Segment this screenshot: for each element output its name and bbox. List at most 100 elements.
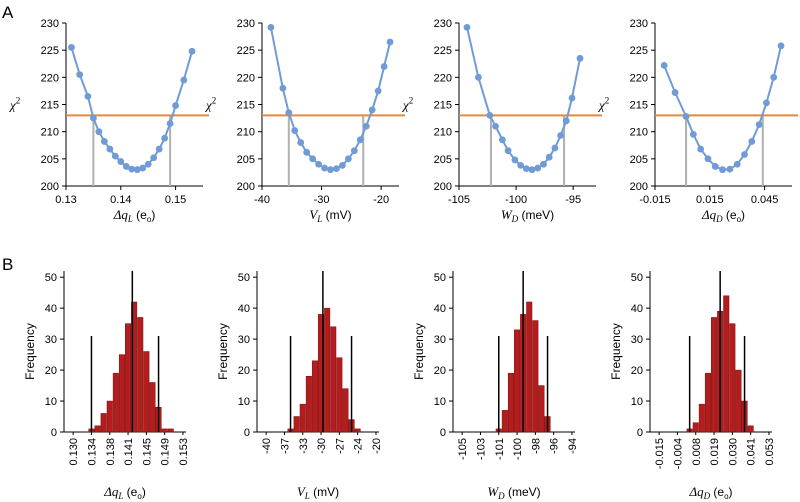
- x-tick-label: -98: [530, 438, 542, 454]
- chi2-data-point: [133, 166, 141, 174]
- chi2-data-point: [339, 161, 346, 169]
- y-tick-label: 40: [238, 303, 250, 315]
- histogram-bar: [305, 376, 312, 433]
- histogram-bar: [354, 428, 361, 433]
- chi2-data-point: [704, 155, 712, 163]
- histogram-4-x-label-symbol: Δq: [688, 484, 704, 499]
- y-tick-label: 0: [440, 427, 446, 439]
- chi2-plot-1-x-axis-label: ΔqL (eo): [113, 207, 156, 224]
- y-label-chi: χ: [204, 98, 212, 113]
- x-tick-label: -0.015: [654, 438, 666, 469]
- chi2-plot-1-x-label-close: ): [151, 208, 155, 222]
- histogram-bar: [723, 295, 730, 433]
- histogram-bar: [698, 403, 705, 433]
- chi2-data-point: [697, 145, 705, 153]
- chi2-data-point: [551, 144, 559, 152]
- x-tick-label: -40: [261, 438, 273, 454]
- chi2-data-point: [267, 23, 275, 31]
- x-tick-label: 0.008: [691, 438, 703, 466]
- chi2-data-point: [172, 102, 180, 109]
- chi2-data-point: [285, 109, 293, 117]
- x-tick-label: -95: [565, 194, 581, 206]
- chi2-data-point: [155, 145, 163, 153]
- chi2-data-point: [291, 127, 299, 134]
- chi2-data-point: [350, 147, 358, 155]
- x-tick-label: 0.130: [68, 438, 80, 466]
- y-label-superscript: 2: [605, 96, 610, 106]
- y-tick-label: 230: [41, 18, 59, 30]
- y-tick-label: 230: [237, 18, 255, 30]
- y-tick-label: 225: [237, 45, 255, 57]
- histogram-bar: [747, 425, 754, 433]
- y-axis-label: Frequency: [23, 323, 37, 380]
- x-tick-label: 0.145: [141, 438, 153, 466]
- y-axis-label: χ2: [597, 96, 609, 113]
- histogram-bar: [692, 422, 699, 433]
- chi2-plot-4-x-label-unit: (e: [723, 208, 737, 222]
- histogram-bar: [118, 354, 125, 433]
- histogram-1-x-label-close: ): [142, 485, 146, 499]
- chi2-data-point: [297, 139, 305, 146]
- histogram-1: 0 10 20 30 40 50 Frequency 0.130 0.134 0.138 0.141…: [23, 271, 190, 501]
- x-tick-label: 0.15: [165, 194, 186, 206]
- chi2-data-point: [111, 152, 119, 160]
- chi2-data-point: [356, 136, 364, 144]
- chi2-data-point: [755, 121, 763, 129]
- histogram-bar: [106, 400, 113, 433]
- histogram-bar: [526, 301, 533, 433]
- chi2-data-point: [777, 42, 785, 50]
- x-tick-label: -0.015: [639, 194, 670, 206]
- y-tick-label: 210: [434, 127, 452, 139]
- y-axis-label: Frequency: [412, 323, 426, 380]
- chi2-data-point: [517, 161, 525, 169]
- y-tick-label: 205: [630, 154, 648, 166]
- histogram-4: 0 10 20 30 40 50 Frequency -0.015 -0.004 0.008 0.0…: [609, 271, 776, 501]
- chi2-plot-2: 200 205 210 215 220 225 230 -40 -30 -20 χ2 VL (mV): [204, 18, 405, 224]
- x-tick-label: -24: [353, 438, 365, 454]
- chi2-data-point: [90, 114, 97, 122]
- histogram-bar: [131, 301, 138, 433]
- x-tick-label: -105: [448, 194, 470, 206]
- histogram-bar: [167, 428, 174, 433]
- histogram-2: 0 10 20 30 40 50 Frequency -40 -37 -33 -30 -27 -24 -2…: [216, 271, 383, 501]
- chi2-data-point: [557, 132, 565, 139]
- chi2-data-point: [362, 122, 370, 130]
- histogram-bar: [514, 329, 521, 433]
- histogram-bar: [161, 428, 168, 433]
- y-tick-label: 50: [45, 272, 57, 284]
- x-tick-label: -20: [371, 438, 383, 454]
- histogram-1-x-label-symbol: Δq: [103, 484, 119, 499]
- histogram-bar: [735, 369, 742, 433]
- chi2-data-point: [374, 87, 382, 95]
- histogram-3-x-label-unit: (meV): [505, 485, 541, 499]
- x-tick-label: 0.13: [55, 194, 76, 206]
- chi2-data-point: [486, 111, 494, 119]
- y-axis-label: χ2: [8, 96, 20, 113]
- y-axis-label: Frequency: [216, 323, 230, 380]
- chi2-data-point: [315, 160, 322, 168]
- y-tick-label: 20: [631, 365, 643, 377]
- y-tick-label: 205: [434, 154, 452, 166]
- y-tick-label: 30: [434, 334, 446, 346]
- histogram-bar: [324, 307, 331, 433]
- chi2-data-point: [333, 165, 340, 173]
- y-tick-label: 205: [41, 154, 59, 166]
- histogram-bar: [538, 385, 545, 433]
- chi2-plot-4: 200 205 210 215 220 225 230 -0.015 0.015 0.045 χ2 Δ…: [597, 18, 798, 224]
- y-tick-label: 210: [630, 127, 648, 139]
- histogram-bar: [112, 372, 119, 433]
- histogram-bar: [94, 425, 101, 433]
- chi2-data-point: [106, 145, 114, 153]
- histogram-bar: [149, 382, 156, 433]
- histogram-bar: [704, 372, 711, 433]
- chi2-data-point: [475, 73, 482, 81]
- chi2-data-point: [770, 73, 778, 81]
- chi2-plot-1-x-label-symbol: Δq: [113, 207, 129, 222]
- histogram-bar: [125, 323, 132, 433]
- chi2-data-point: [122, 163, 130, 170]
- x-tick-label: -30: [316, 438, 328, 454]
- y-label-superscript: 2: [16, 96, 21, 106]
